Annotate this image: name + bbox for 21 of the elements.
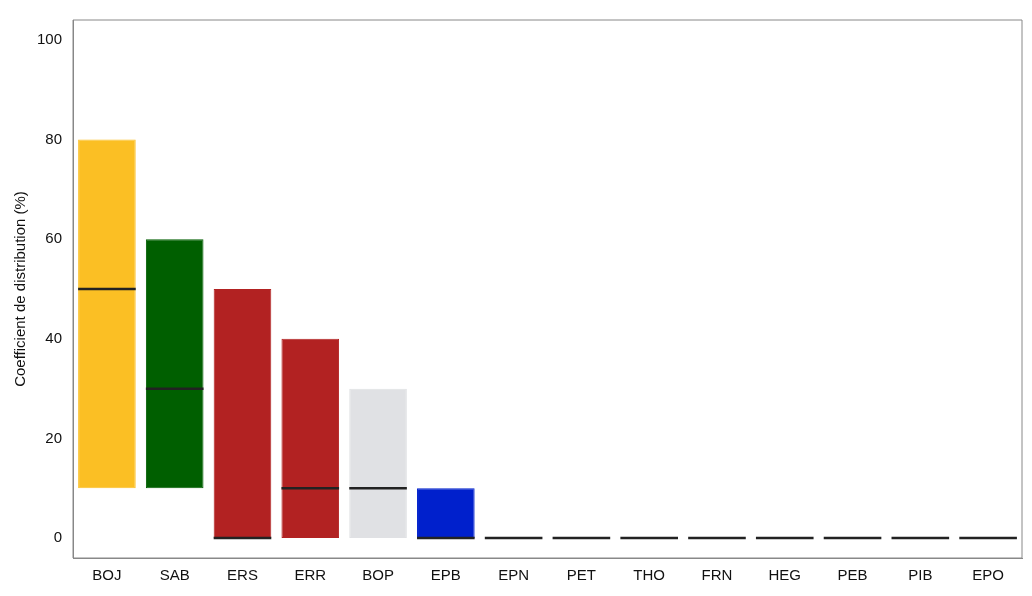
x-tick-label: PIB — [908, 566, 933, 584]
x-tick-label: PEB — [837, 566, 868, 584]
x-tick-label: PET — [566, 566, 596, 584]
x-tick-label: BOP — [362, 566, 394, 584]
x-tick-label: SAB — [159, 566, 190, 584]
x-tick-label: ERS — [227, 566, 258, 584]
x-tick-label: ERR — [294, 566, 327, 584]
x-tick-label: FRN — [701, 566, 733, 584]
y-tick-label: 60 — [45, 229, 63, 247]
y-tick-label: 20 — [45, 428, 63, 446]
x-tick-label: HEG — [768, 566, 802, 584]
y-tick-label: 100 — [37, 30, 63, 48]
y-axis-title: Coefficient de distribution (%) — [11, 191, 29, 387]
x-tick-label: EPN — [498, 566, 530, 584]
x-tick-label: EPO — [972, 566, 1004, 584]
y-tick-label: 0 — [53, 528, 63, 546]
x-tick-label: EPB — [430, 566, 461, 584]
x-tick-label: BOJ — [92, 566, 122, 584]
y-tick-label: 40 — [45, 328, 63, 346]
x-tick-label: THO — [633, 566, 666, 584]
y-tick-label: 80 — [45, 129, 63, 147]
